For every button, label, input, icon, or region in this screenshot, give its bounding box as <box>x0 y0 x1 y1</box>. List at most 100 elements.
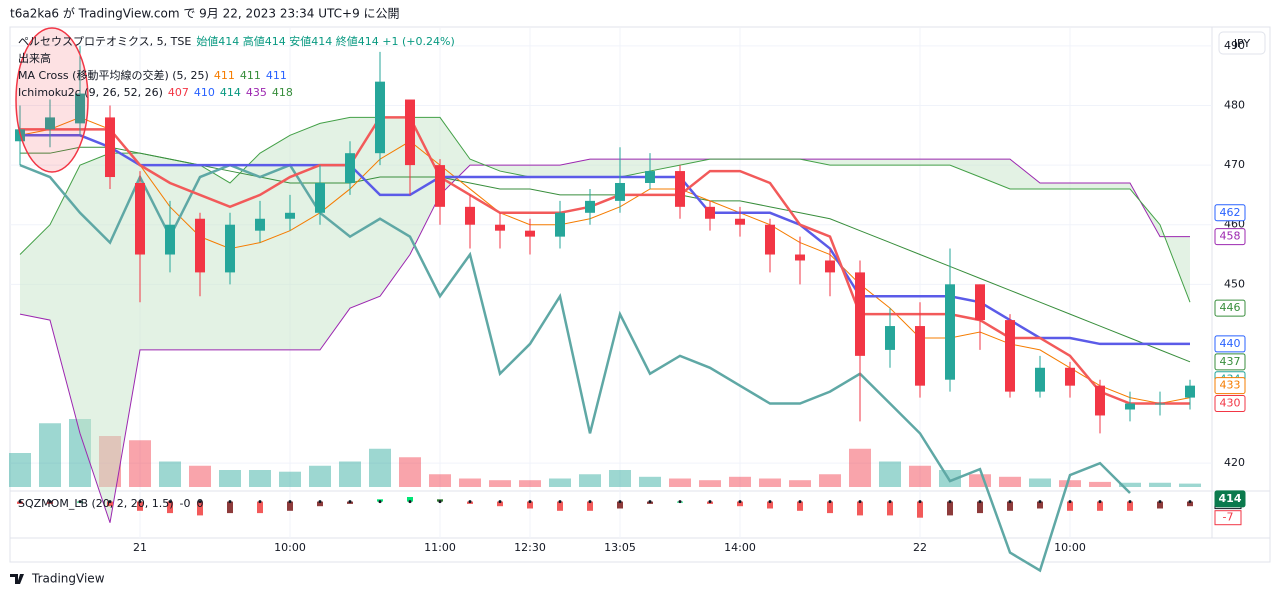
momentum-bar <box>1097 501 1103 511</box>
volume-bar <box>999 476 1021 487</box>
squeeze-dot <box>1158 500 1162 504</box>
legend-item: 始値414 高値414 安値414 終値414 +1 (+0.24%) <box>196 34 454 48</box>
volume-bar <box>399 457 421 487</box>
indicator-line <box>19 158 1190 523</box>
candle-body <box>975 284 985 321</box>
volume-bar <box>909 465 931 487</box>
y-tick-label: 420 <box>1224 456 1245 469</box>
price-label-box <box>1214 204 1246 222</box>
volume-bar <box>549 478 571 487</box>
volume-bar <box>1029 478 1051 487</box>
squeeze-dot <box>408 500 412 504</box>
x-tick-label: 13:05 <box>604 541 636 554</box>
momentum-bar <box>1067 501 1073 511</box>
squeeze-dot <box>618 500 622 504</box>
brand: TradingView <box>10 572 105 586</box>
squeeze-dot <box>588 500 592 504</box>
osc-axis-label: -7 <box>1223 511 1234 524</box>
volume-bar <box>309 465 331 487</box>
volume-bar <box>579 474 601 487</box>
momentum-bar <box>257 501 263 514</box>
squeeze-dot <box>978 500 982 504</box>
legend-line: MA Cross (移動平均線の交差) (5, 25) 411 411 411 <box>18 68 287 82</box>
volume-bar <box>1179 483 1201 487</box>
momentum-bar <box>227 501 233 514</box>
volume-bar <box>609 470 631 487</box>
y-tick-label: 480 <box>1224 98 1245 111</box>
indicator-line <box>20 116 1190 405</box>
candle-body <box>1095 385 1105 416</box>
brand-name: TradingView <box>31 572 105 586</box>
indicator-line <box>20 134 1190 346</box>
indicator-line <box>19 116 1191 405</box>
legend-item: 414 <box>220 86 241 99</box>
legend-line: ペルセウスプロテオミクス, 5, TSE 始値414 高値414 安値414 終値… <box>18 34 455 48</box>
momentum-bar <box>617 501 623 509</box>
volume-bar <box>669 478 691 487</box>
squeeze-dot <box>48 500 52 504</box>
legend: ペルセウスプロテオミクス, 5, TSE 始値414 高値414 安値414 終値… <box>18 34 455 510</box>
squeeze-dot <box>78 500 82 504</box>
candle-body <box>135 182 145 255</box>
candle-body <box>1005 320 1015 392</box>
momentum-bar <box>857 501 863 516</box>
squeeze-dot <box>18 500 22 504</box>
momentum-bar <box>977 501 983 514</box>
y-tick-label: 470 <box>1224 158 1245 171</box>
candle-body <box>825 260 835 273</box>
volume-bar <box>39 423 61 487</box>
volume-bar <box>879 461 901 487</box>
price-label: 437 <box>1220 355 1241 368</box>
candle-body <box>45 117 55 130</box>
price-label: 414 <box>1219 492 1242 505</box>
squeeze-dot <box>378 500 382 504</box>
momentum-bar <box>407 497 413 502</box>
momentum-bar <box>1157 501 1163 509</box>
x-tick-label: 12:30 <box>514 541 546 554</box>
legend-item: 411 <box>266 69 287 82</box>
squeeze-dot <box>768 500 772 504</box>
candle-body <box>315 182 325 213</box>
squeeze-dot <box>948 500 952 504</box>
volume-bar <box>189 465 211 487</box>
chart-frame <box>9 26 1271 563</box>
x-tick-label: 21 <box>133 541 147 554</box>
price-label: 440 <box>1220 337 1241 350</box>
candle-body <box>615 182 625 201</box>
momentum-bar <box>1187 501 1193 507</box>
squeeze-dot <box>1188 500 1192 504</box>
indicator-line <box>20 146 1191 363</box>
legend-line: Ichimoku2c (9, 26, 52, 26) 407 410 414 435 41… <box>18 86 293 99</box>
candle-body <box>465 206 475 225</box>
squeeze-dot <box>1098 500 1102 504</box>
candle-body <box>1155 403 1165 405</box>
squeeze-dot <box>1008 500 1012 504</box>
legend-item: ペルセウスプロテオミクス, 5, TSE <box>18 35 191 48</box>
volume-bar <box>279 471 301 487</box>
candle-body <box>255 218 265 231</box>
price-label: 433 <box>1220 379 1241 392</box>
momentum-bar <box>287 501 293 511</box>
candle-body <box>855 272 865 356</box>
momentum-bar <box>947 501 953 516</box>
cloud-fill <box>20 117 1190 523</box>
x-tick-label: 10:00 <box>1054 541 1086 554</box>
momentum-bar <box>1007 501 1013 511</box>
momentum-bar <box>797 501 803 511</box>
volume-bar <box>1089 481 1111 487</box>
volume-bar <box>1059 480 1081 487</box>
momentum-bar <box>1127 501 1133 511</box>
osc-value: -0 <box>180 497 191 510</box>
squeeze-dot <box>858 500 862 504</box>
y-tick-label: 450 <box>1224 277 1245 290</box>
volume-bar <box>849 448 871 487</box>
price-label-box <box>1214 335 1246 353</box>
annotation-ellipse <box>15 27 89 173</box>
volume-bar <box>249 470 271 487</box>
candle-body <box>195 218 205 273</box>
candle-body <box>555 212 565 237</box>
candle-body <box>795 254 805 261</box>
squeeze-dot <box>918 500 922 504</box>
currency-button[interactable] <box>1218 31 1266 55</box>
momentum-bar <box>767 501 773 509</box>
